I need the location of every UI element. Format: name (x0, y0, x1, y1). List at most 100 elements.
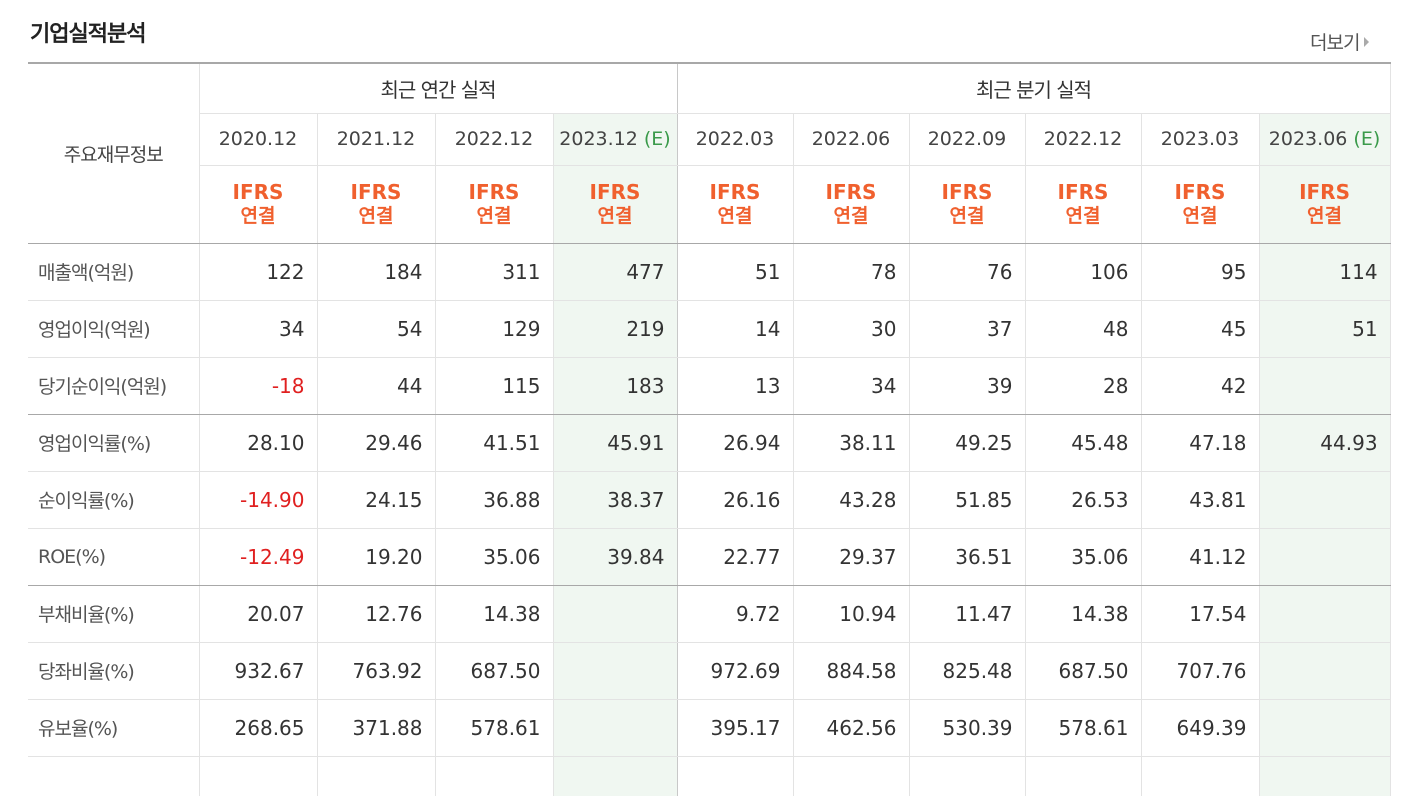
ifrs-label: IFRS (941, 180, 993, 204)
consolidated-label: 연결 (597, 205, 633, 227)
financial-table: 주요재무정보 최근 연간 실적 최근 분기 실적 2020.12 2021.12 2… (28, 62, 1391, 796)
more-link[interactable]: 더보기 (1310, 28, 1370, 55)
value-cell: 578.61 (435, 699, 554, 757)
value-cell (1259, 471, 1391, 529)
ifrs-badge: IFRS 연결 (199, 165, 318, 244)
period-header: 2020.12 (199, 113, 318, 166)
period-header: 2022.12 (1025, 113, 1142, 166)
empty-cell (199, 756, 318, 796)
ifrs-label: IFRS (1174, 180, 1226, 204)
ifrs-label: IFRS (232, 180, 284, 204)
period-date: 2023.12 (559, 128, 638, 150)
period-header: 2023.06 (E) (1259, 113, 1391, 166)
value-cell: 763.92 (317, 642, 436, 700)
empty-cell (1259, 756, 1391, 796)
empty-cell (909, 756, 1026, 796)
value-cell: 687.50 (1025, 642, 1142, 700)
value-cell: -18 (199, 357, 318, 415)
table-row: 순이익률(%) -14.90 24.15 36.88 38.37 26.16 43.28 51… (28, 471, 1391, 529)
value-cell: 44 (317, 357, 436, 415)
row-label: 영업이익률(%) (28, 414, 200, 472)
value-cell: 14 (677, 300, 794, 358)
value-cell: 22.77 (677, 528, 794, 586)
value-cell: 35.06 (435, 528, 554, 586)
ifrs-label: IFRS (589, 180, 641, 204)
value-cell: 707.76 (1141, 642, 1260, 700)
value-cell: -12.49 (199, 528, 318, 586)
value-cell (1259, 528, 1391, 586)
row-label: 영업이익(억원) (28, 300, 200, 358)
value-cell: 106 (1025, 243, 1142, 301)
empty-cell (28, 756, 200, 796)
value-cell: 649.39 (1141, 699, 1260, 757)
value-cell: 13 (677, 357, 794, 415)
value-cell (1259, 642, 1391, 700)
row-label: 당기순이익(억원) (28, 357, 200, 415)
value-cell: 122 (199, 243, 318, 301)
value-cell: 44.93 (1259, 414, 1391, 472)
value-cell: 183 (553, 357, 678, 415)
period-header: 2023.12 (E) (553, 113, 678, 166)
period-header: 2022.12 (435, 113, 554, 166)
table-row: 영업이익(억원) 34 54 129 219 14 30 37 48 45 51 (28, 300, 1391, 358)
table-row: ROE(%) -12.49 19.20 35.06 39.84 22.77 29.37 36.… (28, 528, 1391, 586)
row-label: ROE(%) (28, 528, 200, 586)
value-cell: 462.56 (793, 699, 910, 757)
table-row: 매출액(억원) 122 184 311 477 51 78 76 106 95 114 (28, 243, 1391, 301)
ifrs-label: IFRS (1057, 180, 1109, 204)
ifrs-badge: IFRS 연결 (677, 165, 794, 244)
period-date: 2023.06 (1268, 128, 1348, 150)
value-cell: 41.51 (435, 414, 554, 472)
value-cell: 36.51 (909, 528, 1026, 586)
consolidated-label: 연결 (1182, 205, 1218, 227)
ifrs-label: IFRS (709, 180, 761, 204)
value-cell: 26.94 (677, 414, 794, 472)
period-header: 2021.12 (317, 113, 436, 166)
value-cell: 129 (435, 300, 554, 358)
consolidated-label: 연결 (833, 205, 869, 227)
value-cell: 51 (1259, 300, 1391, 358)
value-cell: 54 (317, 300, 436, 358)
value-cell: 9.72 (677, 585, 794, 643)
value-cell: 78 (793, 243, 910, 301)
value-cell: 51 (677, 243, 794, 301)
empty-cell (317, 756, 436, 796)
table-row: 영업이익률(%) 28.10 29.46 41.51 45.91 26.94 38.11 49… (28, 414, 1391, 472)
table-row (28, 756, 1391, 796)
row-header: 주요재무정보 (28, 63, 200, 244)
period-date: 2021.12 (336, 128, 416, 150)
value-cell (553, 699, 678, 757)
value-cell: 51.85 (909, 471, 1026, 529)
empty-cell (677, 756, 794, 796)
row-label: 당좌비율(%) (28, 642, 200, 700)
value-cell: 26.16 (677, 471, 794, 529)
value-cell (1259, 585, 1391, 643)
row-label: 순이익률(%) (28, 471, 200, 529)
value-cell: 578.61 (1025, 699, 1142, 757)
value-cell: 45.91 (553, 414, 678, 472)
value-cell: 12.76 (317, 585, 436, 643)
value-cell: 825.48 (909, 642, 1026, 700)
period-date: 2022.12 (1043, 128, 1123, 150)
value-cell: 530.39 (909, 699, 1026, 757)
consolidated-label: 연결 (240, 205, 276, 227)
ifrs-label: IFRS (350, 180, 402, 204)
estimate-flag: (E) (643, 128, 671, 150)
consolidated-label: 연결 (717, 205, 753, 227)
value-cell: 42 (1141, 357, 1260, 415)
value-cell: 43.28 (793, 471, 910, 529)
value-cell: 45 (1141, 300, 1260, 358)
value-cell: 311 (435, 243, 554, 301)
value-cell: 28.10 (199, 414, 318, 472)
value-cell: 29.46 (317, 414, 436, 472)
value-cell: 20.07 (199, 585, 318, 643)
value-cell: 38.11 (793, 414, 910, 472)
value-cell: 687.50 (435, 642, 554, 700)
value-cell (1259, 699, 1391, 757)
value-cell (553, 642, 678, 700)
ifrs-badge: IFRS 연결 (793, 165, 910, 244)
value-cell: 48 (1025, 300, 1142, 358)
value-cell: 114 (1259, 243, 1391, 301)
value-cell: 39 (909, 357, 1026, 415)
value-cell: 219 (553, 300, 678, 358)
